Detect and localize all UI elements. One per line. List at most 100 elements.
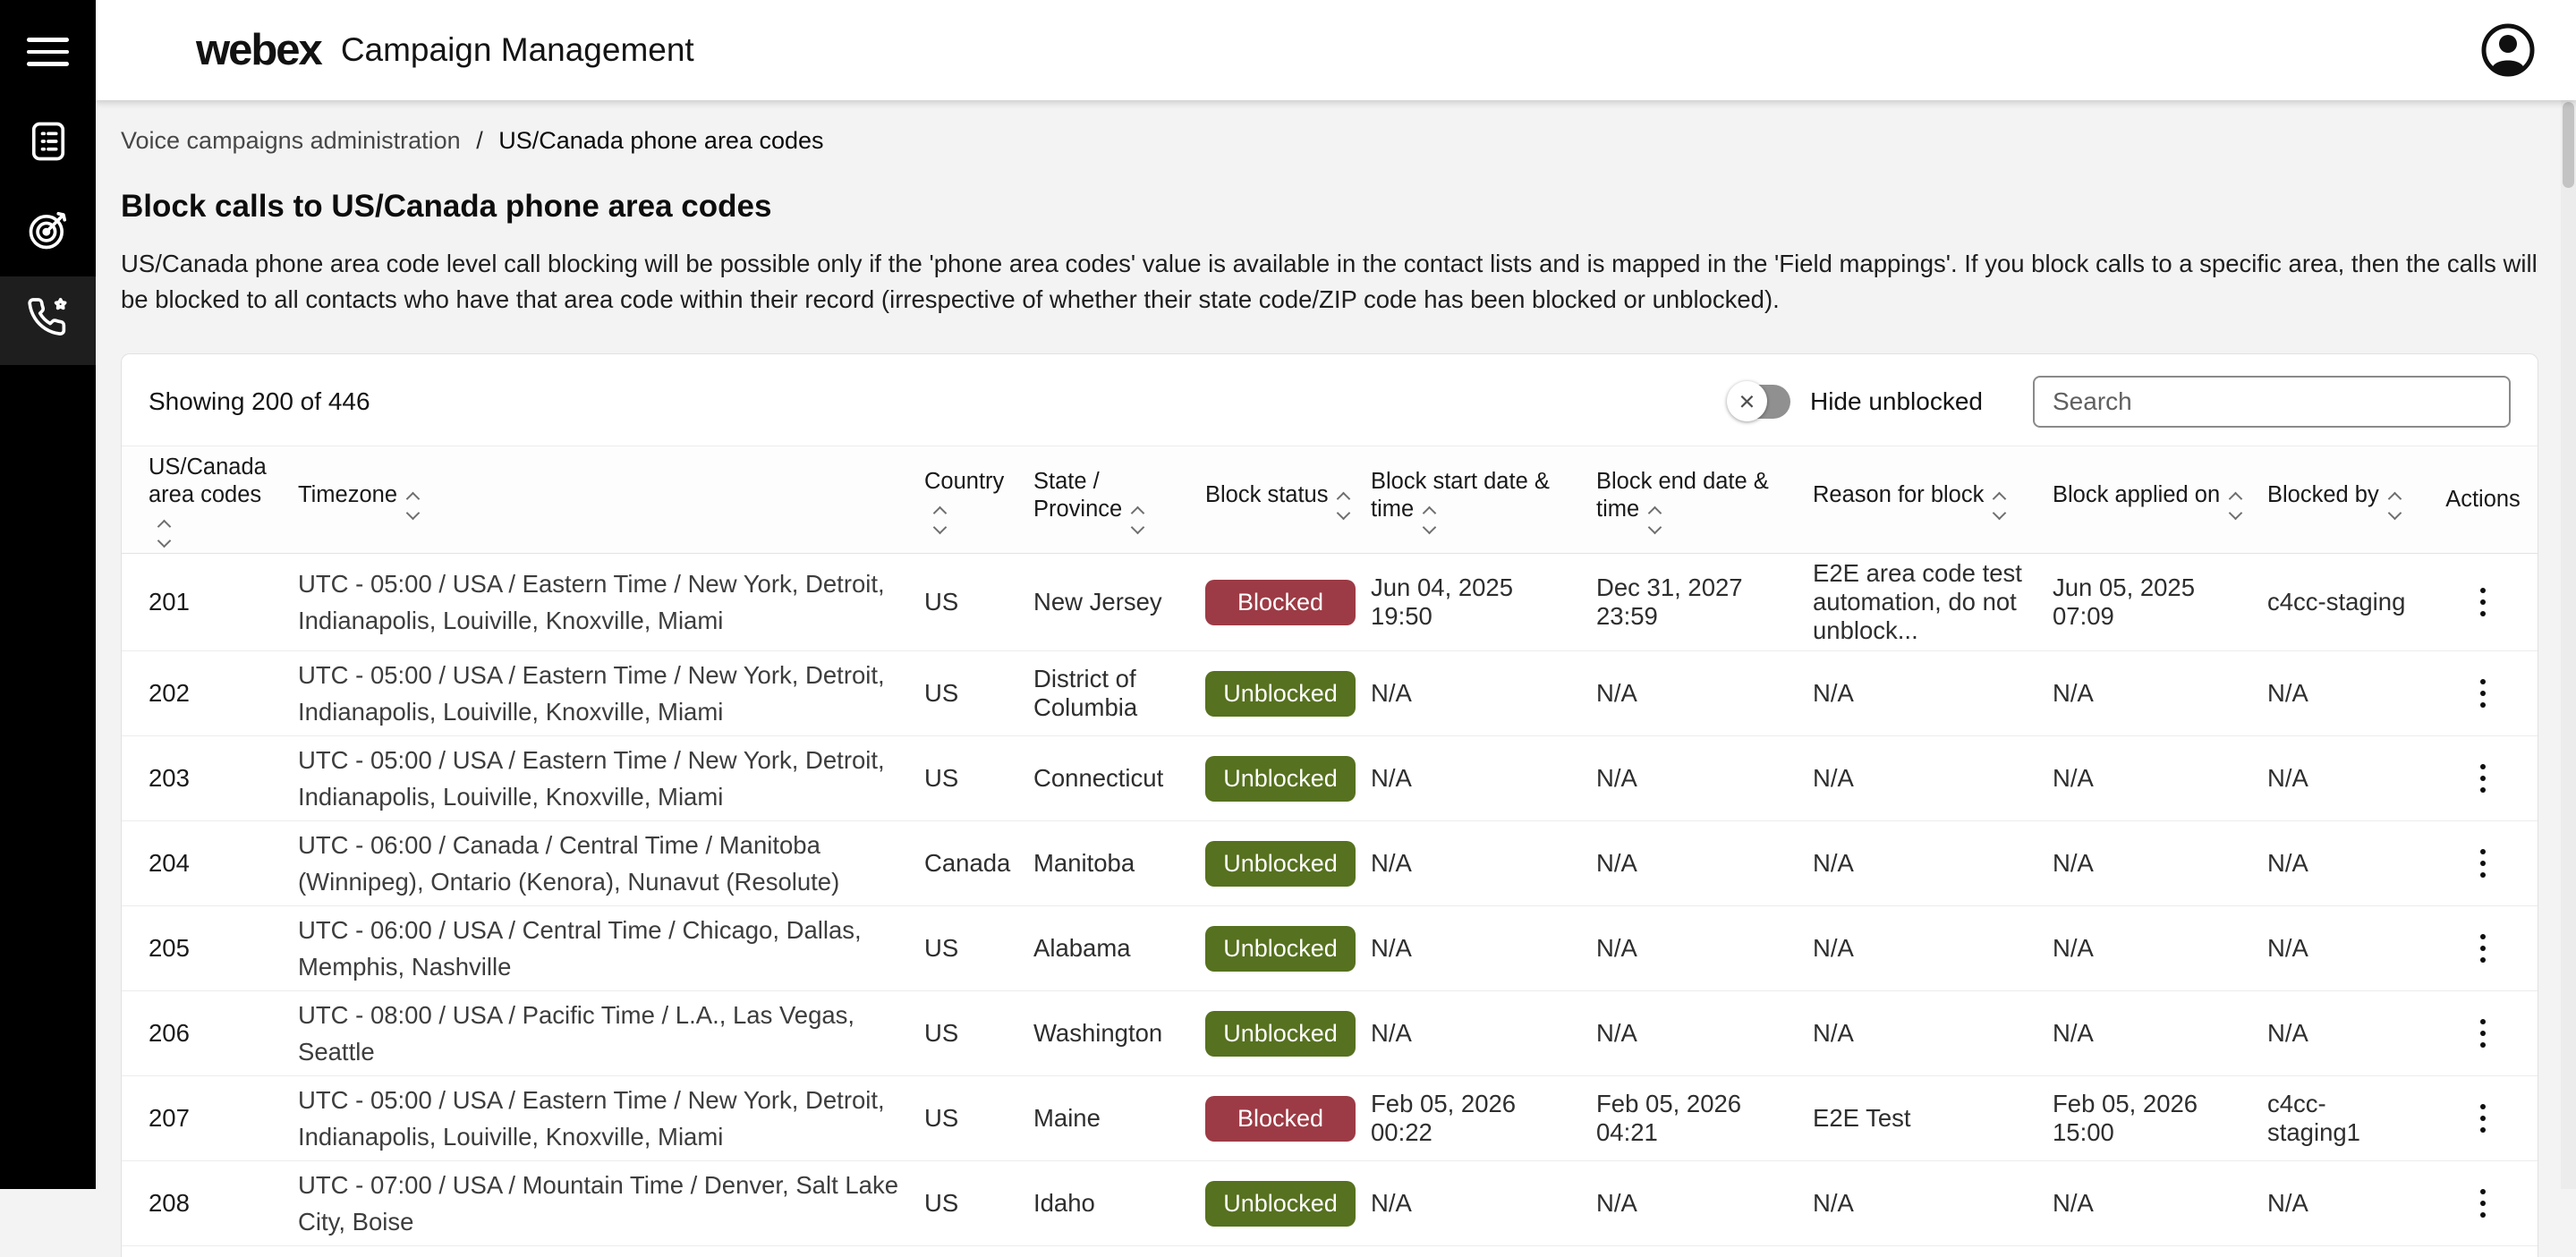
block-status-cell: Blocked (1194, 554, 1360, 651)
phone-star-icon (25, 295, 72, 346)
blocked-by-cell: c4cc-staging (2257, 554, 2428, 651)
col-header-state[interactable]: State / Province (1023, 446, 1194, 554)
block-status-cell: Unblocked (1194, 1161, 1360, 1246)
state-cell: District of Columbia (1023, 651, 1194, 736)
sort-icon (2231, 494, 2240, 518)
row-actions-kebab-icon[interactable] (2468, 574, 2498, 630)
block-end-cell: N/A (1586, 821, 1802, 906)
table-toolbar: Showing 200 of 446 × Hide unblocked (122, 354, 2538, 446)
status-badge: Blocked (1205, 580, 1356, 625)
actions-cell (2428, 651, 2538, 736)
sidebar-item-campaign-forms[interactable] (0, 99, 96, 188)
blocked-by-cell: N/A (2257, 736, 2428, 821)
status-badge: Unblocked (1205, 1181, 1356, 1227)
state-cell: New Jersey (1023, 554, 1194, 651)
col-header-blocked-by[interactable]: Blocked by (2257, 446, 2428, 554)
country-cell: US (914, 1076, 1023, 1161)
status-badge: Blocked (1205, 1096, 1356, 1142)
timezone-cell: UTC - 06:00 / USA / Central Time / Chica… (287, 906, 914, 991)
col-header-country[interactable]: Country (914, 446, 1023, 554)
col-header-block-start[interactable]: Block start date & time (1360, 446, 1586, 554)
block-end-cell: N/A (1586, 736, 1802, 821)
page-title: Block calls to US/Canada phone area code… (121, 189, 2561, 225)
reason-cell: N/A (1802, 821, 2042, 906)
applied-on-cell: Jun 05, 2025 07:09 (2042, 554, 2257, 651)
toggle-knob-icon: × (1727, 381, 1767, 421)
search-input[interactable] (2033, 376, 2511, 428)
timezone-cell: UTC - 05:00 / USA / Eastern Time / New Y… (287, 1076, 914, 1161)
hide-unblocked-label: Hide unblocked (1810, 387, 1983, 416)
sort-icon (1133, 508, 1143, 532)
row-actions-kebab-icon[interactable] (2468, 751, 2498, 806)
list-form-icon (25, 118, 72, 169)
col-header-area-codes[interactable]: US/Canada area codes (122, 446, 287, 554)
col-header-timezone[interactable]: Timezone (287, 446, 914, 554)
block-end-cell: Dec 31, 2027 23:59 (1586, 554, 1802, 651)
col-header-block-end[interactable]: Block end date & time (1586, 446, 1802, 554)
actions-cell (2428, 991, 2538, 1076)
row-actions-kebab-icon[interactable] (2468, 1176, 2498, 1231)
breadcrumb: Voice campaigns administration / US/Cana… (121, 127, 2561, 155)
country-cell: US (914, 736, 1023, 821)
country-cell: US (914, 651, 1023, 736)
block-end-cell: N/A (1586, 1161, 1802, 1246)
col-header-applied-on[interactable]: Block applied on (2042, 446, 2257, 554)
block-start-cell: N/A (1360, 651, 1586, 736)
state-cell: Manitoba (1023, 821, 1194, 906)
area-code-cell: 208 (122, 1161, 287, 1246)
area-code-cell: 207 (122, 1076, 287, 1161)
applied-on-cell: N/A (2042, 1161, 2257, 1246)
actions-cell (2428, 906, 2538, 991)
page-scrollbar[interactable] (2561, 100, 2576, 1189)
toolbar-right-controls: × Hide unblocked (1730, 376, 2511, 428)
area-codes-table: US/Canada area codes Timezone Country St… (122, 446, 2538, 1246)
sort-icon (159, 522, 169, 546)
block-status-cell: Unblocked (1194, 821, 1360, 906)
sort-icon (1994, 494, 2004, 518)
area-code-cell: 204 (122, 821, 287, 906)
reason-cell: N/A (1802, 991, 2042, 1076)
block-end-cell: N/A (1586, 651, 1802, 736)
country-cell: US (914, 991, 1023, 1076)
sort-icon (935, 508, 945, 532)
country-cell: US (914, 906, 1023, 991)
timezone-cell: UTC - 05:00 / USA / Eastern Time / New Y… (287, 554, 914, 651)
area-code-cell: 206 (122, 991, 287, 1076)
reason-cell: E2E area code test automation, do not un… (1802, 554, 2042, 651)
applied-on-cell: N/A (2042, 991, 2257, 1076)
timezone-cell: UTC - 08:00 / USA / Pacific Time / L.A.,… (287, 991, 914, 1076)
col-header-block-status[interactable]: Block status (1194, 446, 1360, 554)
showing-count: Showing 200 of 446 (149, 387, 370, 416)
row-actions-kebab-icon[interactable] (2468, 921, 2498, 976)
block-start-cell: N/A (1360, 991, 1586, 1076)
sidebar-item-campaign-goals[interactable] (0, 188, 96, 276)
scrollbar-thumb[interactable] (2563, 102, 2574, 188)
table-row: 207 UTC - 05:00 / USA / Eastern Time / N… (122, 1076, 2538, 1161)
block-status-cell: Unblocked (1194, 991, 1360, 1076)
hide-unblocked-toggle[interactable]: × (1730, 385, 1790, 419)
actions-cell (2428, 736, 2538, 821)
row-actions-kebab-icon[interactable] (2468, 1091, 2498, 1146)
breadcrumb-parent-link[interactable]: Voice campaigns administration (121, 127, 461, 154)
col-header-reason[interactable]: Reason for block (1802, 446, 2042, 554)
state-cell: Washington (1023, 991, 1194, 1076)
table-body: 201 UTC - 05:00 / USA / Eastern Time / N… (122, 554, 2538, 1246)
table-row: 203 UTC - 05:00 / USA / Eastern Time / N… (122, 736, 2538, 821)
table-row: 206 UTC - 08:00 / USA / Pacific Time / L… (122, 991, 2538, 1076)
row-actions-kebab-icon[interactable] (2468, 836, 2498, 891)
app-header: webex Campaign Management (96, 0, 2576, 100)
table-header: US/Canada area codes Timezone Country St… (122, 446, 2538, 554)
row-actions-kebab-icon[interactable] (2468, 1006, 2498, 1061)
reason-cell: N/A (1802, 651, 2042, 736)
user-avatar[interactable] (2481, 23, 2535, 77)
target-icon (25, 207, 72, 258)
row-actions-kebab-icon[interactable] (2468, 666, 2498, 721)
state-cell: Connecticut (1023, 736, 1194, 821)
main-content: Voice campaigns administration / US/Cana… (96, 100, 2561, 1189)
table-row: 202 UTC - 05:00 / USA / Eastern Time / N… (122, 651, 2538, 736)
block-start-cell: N/A (1360, 736, 1586, 821)
app-title: Campaign Management (341, 31, 694, 69)
state-cell: Maine (1023, 1076, 1194, 1161)
sidebar-item-voice-campaigns[interactable] (0, 276, 96, 365)
hamburger-menu-icon[interactable] (27, 30, 69, 74)
